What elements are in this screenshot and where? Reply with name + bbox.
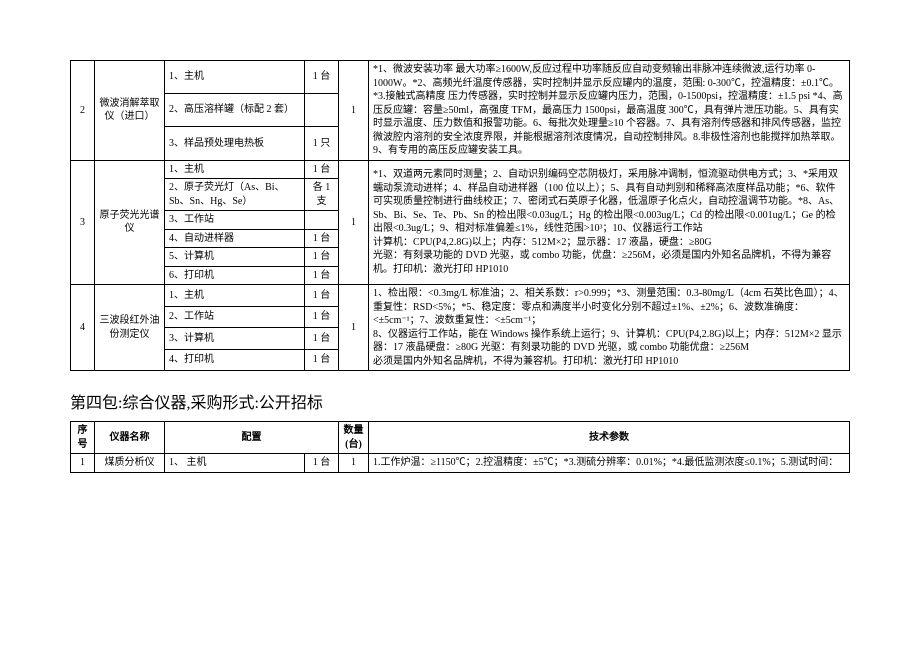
- config-label: 3、计算机: [165, 328, 305, 350]
- config-unit: 1 台: [305, 328, 339, 350]
- config-label: 5、计算机: [165, 248, 305, 267]
- instruments-table-1: 2微波消解萃取仪（进口）1、主机1 台1*1、微波安装功率 最大功率≥1600W…: [70, 60, 850, 371]
- config-unit: 1 台: [305, 285, 339, 307]
- config-label: 2、高压溶样罐（标配 2 套）: [165, 94, 305, 127]
- row-index: 3: [71, 160, 95, 285]
- col-header-spec: 技术参数: [369, 422, 850, 454]
- instrument-name: 煤质分析仪: [95, 454, 165, 473]
- config-label: 2、原子荧光灯（As、Bi、Sb、Sn、Hg、Se）: [165, 179, 305, 211]
- config-label: 3、样品预处理电热板: [165, 127, 305, 160]
- config-unit: 1 台: [305, 160, 339, 179]
- row-index: 1: [71, 454, 95, 473]
- config-unit: 1 台: [305, 61, 339, 94]
- instrument-name: 原子荧光光谱仪: [95, 160, 165, 285]
- instrument-name: 微波消解萃取仪（进口）: [95, 61, 165, 161]
- config-unit: 1 台: [305, 229, 339, 248]
- config-label: 2、工作站: [165, 306, 305, 328]
- tech-spec: 1、检出限：<0.3mg/L 标准油；2、相关系数：r>0.999；*3、测量范…: [369, 285, 850, 371]
- config-label: 1、主机: [165, 61, 305, 94]
- config-label: 1、主机: [165, 160, 305, 179]
- config-unit: 1 台: [305, 454, 339, 473]
- config-unit: 1 只: [305, 127, 339, 160]
- config-unit: 1 台: [305, 248, 339, 267]
- instrument-name: 三波段红外油份测定仪: [95, 285, 165, 371]
- row-index: 2: [71, 61, 95, 161]
- config-unit: 各 1 支: [305, 179, 339, 211]
- tech-spec: 1.工作炉温：≥1150℃；2.控温精度：±5℃；*3.测硫分辨率：0.01%；…: [369, 454, 850, 473]
- config-label: 3、工作站: [165, 211, 305, 230]
- section-title-package4: 第四包:综合仪器,采购形式:公开招标: [70, 389, 850, 413]
- config-unit: 1 台: [305, 266, 339, 285]
- row-index: 4: [71, 285, 95, 371]
- col-header-name: 仪器名称: [95, 422, 165, 454]
- config-label: 6、打印机: [165, 266, 305, 285]
- quantity: 1: [339, 61, 369, 161]
- config-label: 4、自动进样器: [165, 229, 305, 248]
- config-label: 1、主机: [165, 285, 305, 307]
- quantity: 1: [339, 160, 369, 285]
- tech-spec: *1、微波安装功率 最大功率≥1600W,反应过程中功率随反应自动变频输出非脉冲…: [369, 61, 850, 161]
- instruments-table-2: 序号 仪器名称 配置 数量(台) 技术参数 1煤质分析仪1、 主机1 台11.工…: [70, 421, 850, 473]
- config-unit: 1 台: [305, 349, 339, 371]
- config-unit: 1 台: [305, 306, 339, 328]
- config-unit: [305, 94, 339, 127]
- config-unit: [305, 211, 339, 230]
- quantity: 1: [339, 454, 369, 473]
- quantity: 1: [339, 285, 369, 371]
- tech-spec: *1、双道两元素同时测量；2、自动识别编码空芯阴极灯，采用脉冲调制，恒流驱动供电…: [369, 160, 850, 285]
- col-header-qty: 数量(台): [339, 422, 369, 454]
- config-label: 4、打印机: [165, 349, 305, 371]
- col-header-config: 配置: [165, 422, 339, 454]
- col-header-index: 序号: [71, 422, 95, 454]
- config-label: 1、 主机: [165, 454, 305, 473]
